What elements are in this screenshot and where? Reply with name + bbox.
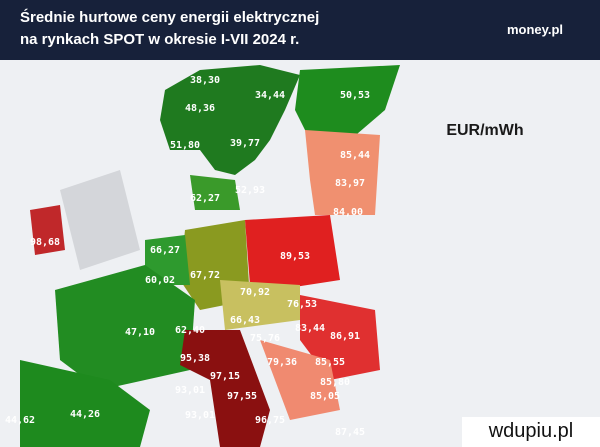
- title-line: Średnie hurtowe ceny energii elektryczne…: [20, 8, 319, 26]
- price-label: 95,38: [180, 353, 210, 364]
- price-label: 66,27: [150, 245, 180, 256]
- country: [220, 280, 300, 330]
- country: [55, 265, 195, 390]
- price-label: 62,27: [190, 193, 220, 204]
- logo: money.pl: [507, 22, 563, 37]
- country: [160, 65, 300, 175]
- price-label: 76,53: [287, 299, 317, 310]
- country: [20, 360, 150, 447]
- price-label: 66,43: [230, 315, 260, 326]
- country: [180, 330, 270, 447]
- price-label: 60,02: [145, 275, 175, 286]
- price-label: 87,45: [335, 427, 365, 438]
- price-label: 79,36: [267, 357, 297, 368]
- price-label: 93,01: [175, 385, 205, 396]
- country: [60, 170, 140, 270]
- country: [260, 340, 340, 420]
- price-label: 85,44: [340, 150, 370, 161]
- price-label: 70,92: [240, 287, 270, 298]
- country: [305, 130, 380, 215]
- price-label: 62,40: [175, 325, 205, 336]
- country: [30, 205, 65, 255]
- price-label: 85,55: [315, 357, 345, 368]
- header-band: [0, 0, 600, 60]
- price-label: 83,44: [295, 323, 325, 334]
- watermark: wdupiu.pl: [488, 420, 574, 442]
- price-label: 93,01: [185, 410, 215, 421]
- price-label: 51,80: [170, 140, 200, 151]
- price-label: 34,44: [255, 90, 285, 101]
- country: [245, 215, 340, 290]
- price-label: 48,36: [185, 103, 215, 114]
- country: [295, 65, 400, 140]
- labels: 38,30 34,44 50,53 48,36 39,77 51,80 85,44 83,97…: [5, 75, 370, 438]
- price-label: 38,30: [190, 75, 220, 86]
- country: [145, 235, 190, 285]
- price-label: 98,68: [30, 237, 60, 248]
- price-label: 67,72: [190, 270, 220, 281]
- price-label: 52,93: [235, 185, 265, 196]
- price-label: 89,53: [280, 251, 310, 262]
- price-label: 39,77: [230, 138, 260, 149]
- price-label: 47,10: [125, 327, 155, 338]
- price-label: 84,00: [333, 207, 363, 218]
- price-label: 85,05: [310, 391, 340, 402]
- country: [190, 175, 240, 210]
- price-label: 83,97: [335, 178, 365, 189]
- price-label: 96,75: [255, 415, 285, 426]
- price-label: 44,26: [70, 409, 100, 420]
- price-label: 75,76: [250, 333, 280, 344]
- price-label: 97,55: [227, 391, 257, 402]
- price-label: 97,15: [210, 371, 240, 382]
- countries: [20, 65, 400, 447]
- price-label: 50,53: [340, 90, 370, 101]
- price-label: 85,80: [320, 377, 350, 388]
- title-line: na rynkach SPOT w okresie I-VII 2024 r.: [20, 31, 299, 48]
- watermark-box: [462, 417, 600, 447]
- price-label: 86,91: [330, 331, 360, 342]
- unit: EUR/mWh: [446, 122, 523, 139]
- price-label: 44,62: [5, 415, 35, 426]
